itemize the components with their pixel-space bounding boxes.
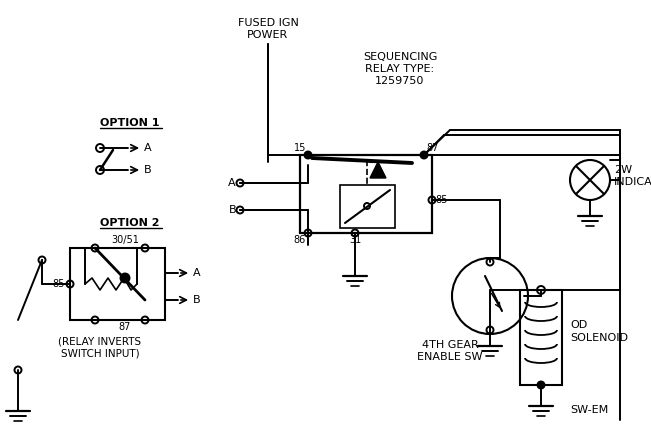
Text: RELAY TYPE:: RELAY TYPE: — [365, 64, 435, 74]
Circle shape — [305, 151, 311, 159]
Bar — [300, 155, 432, 233]
Bar — [70, 248, 165, 320]
Text: 85: 85 — [435, 195, 447, 205]
Text: 31: 31 — [349, 235, 361, 245]
Polygon shape — [370, 162, 386, 178]
Text: 87: 87 — [426, 143, 438, 153]
Text: 30/51: 30/51 — [111, 235, 139, 245]
Text: B: B — [193, 295, 201, 305]
Circle shape — [421, 151, 428, 159]
Text: OPTION 1: OPTION 1 — [100, 118, 159, 128]
Text: 87: 87 — [119, 322, 132, 332]
Text: (RELAY INVERTS: (RELAY INVERTS — [59, 336, 141, 346]
Text: POWER: POWER — [247, 30, 288, 40]
Text: INDICATOR: INDICATOR — [614, 177, 651, 187]
Text: A: A — [193, 268, 201, 278]
Text: 1259750: 1259750 — [376, 76, 424, 86]
Circle shape — [538, 381, 544, 388]
Text: 15: 15 — [294, 143, 306, 153]
Text: A: A — [229, 178, 236, 188]
Text: SOLENOID: SOLENOID — [570, 333, 628, 343]
Bar — [520, 290, 562, 385]
Text: FUSED IGN: FUSED IGN — [238, 18, 298, 28]
Text: ENABLE SW: ENABLE SW — [417, 352, 483, 362]
Bar — [340, 185, 395, 228]
Text: SW-EM: SW-EM — [570, 405, 608, 415]
Text: 4TH GEAR: 4TH GEAR — [422, 340, 478, 350]
Text: B: B — [229, 205, 236, 215]
Text: A: A — [144, 143, 152, 153]
Text: 2W: 2W — [614, 165, 632, 175]
Text: OPTION 2: OPTION 2 — [100, 218, 159, 228]
Text: SWITCH INPUT): SWITCH INPUT) — [61, 348, 139, 358]
Text: 86: 86 — [294, 235, 306, 245]
Circle shape — [120, 274, 130, 282]
Text: 85: 85 — [53, 279, 65, 289]
Text: SEQUENCING: SEQUENCING — [363, 52, 437, 62]
Text: OD: OD — [570, 320, 587, 330]
Text: B: B — [144, 165, 152, 175]
